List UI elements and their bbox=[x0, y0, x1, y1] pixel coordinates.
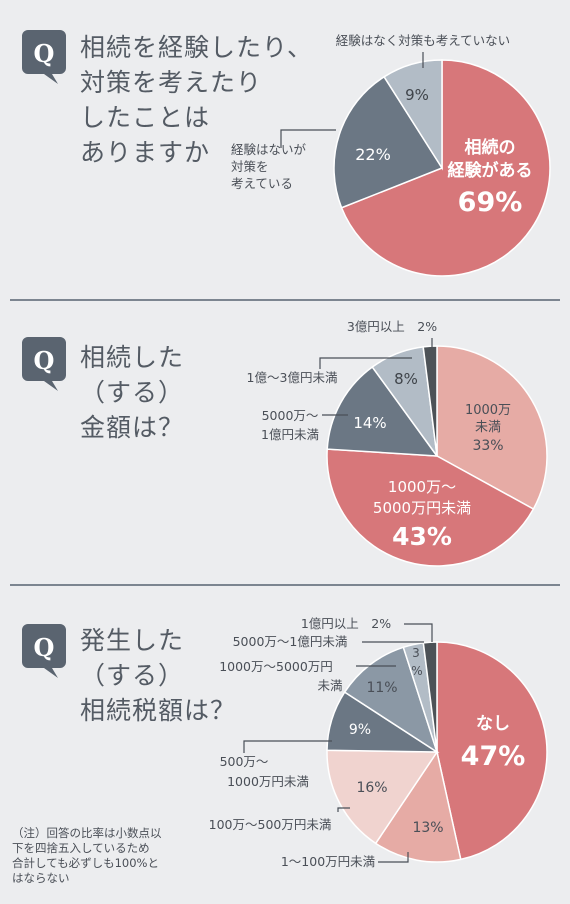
pie-slice bbox=[326, 749, 439, 845]
q-badge-letter: Q bbox=[34, 633, 55, 662]
q-badge-letter: Q bbox=[34, 346, 55, 375]
slice-label-outside: 対策を bbox=[231, 159, 269, 174]
pie-slice bbox=[436, 641, 548, 861]
slice-value: 8% bbox=[394, 370, 418, 388]
leader-line bbox=[319, 357, 412, 369]
pie-slice bbox=[436, 345, 548, 511]
pie-slice bbox=[374, 750, 462, 863]
divider bbox=[10, 584, 560, 586]
leader-line bbox=[280, 129, 336, 148]
pie-slice bbox=[340, 59, 551, 277]
slice-value: 14% bbox=[353, 414, 386, 432]
slice-label-outside: 5000万～1億円未満 bbox=[233, 634, 348, 649]
pie-chart-1 bbox=[333, 59, 551, 277]
slice-label: なし bbox=[476, 714, 510, 734]
slice-label-outside: 経験はなく対策も考えていない bbox=[336, 33, 510, 48]
slice-label: 1000万 bbox=[465, 403, 511, 418]
question-text: 相続した （する） 金額は？ bbox=[80, 343, 185, 442]
slice-label: 1000万～ bbox=[388, 478, 456, 496]
q-badge-bubble bbox=[22, 624, 66, 678]
slice-label-outside: 1億円未満 bbox=[261, 427, 319, 442]
slice-value: 16% bbox=[356, 780, 387, 796]
section-experience: 相続を経験したり、 対策を考えたり したことは ありますか bbox=[0, 0, 570, 300]
q-badge-bubble bbox=[22, 30, 66, 84]
section-tax: 発生した （する） 相続税額は？ bbox=[0, 585, 570, 904]
pie-slice bbox=[383, 59, 443, 171]
question-text: 相続を経験したり、 対策を考えたり したことは ありますか bbox=[80, 33, 314, 167]
slice-label-outside: 3億円以上 2% bbox=[347, 319, 437, 334]
slice-value: 47% bbox=[461, 741, 526, 772]
leader-line bbox=[378, 852, 409, 863]
slice-value: 13% bbox=[412, 820, 443, 836]
leader-line bbox=[243, 740, 332, 753]
slice-label-outside: 1000万円未満 bbox=[227, 774, 309, 789]
pie-slice bbox=[422, 345, 438, 457]
slice-label: 経験がある bbox=[448, 160, 533, 181]
slice-value: % bbox=[411, 664, 422, 678]
slice-value: 43% bbox=[392, 522, 452, 551]
slice-value: 11% bbox=[366, 680, 397, 696]
pie-slice bbox=[343, 646, 439, 754]
q-badge-2: Q bbox=[22, 337, 66, 391]
pie-slice bbox=[326, 448, 535, 567]
slice-label-outside: 500万～ bbox=[220, 754, 269, 769]
slice-value: 69% bbox=[458, 187, 523, 218]
slice-value: 22% bbox=[355, 145, 391, 164]
footnote: （注）回答の比率は小数点以 下を四捨五入しているため 合計しても必ずしも100%… bbox=[12, 826, 162, 885]
slice-label-outside: 1～100万円未満 bbox=[281, 854, 375, 869]
slice-label-outside: 1000万～5000万円 bbox=[219, 659, 333, 674]
slice-value: 9% bbox=[349, 722, 371, 738]
q-badge-letter: Q bbox=[34, 39, 55, 68]
slice-label-outside: 考えている bbox=[231, 176, 293, 191]
slice-label-outside: 未満 bbox=[317, 678, 342, 693]
question-text: 発生した （する） 相続税額は？ bbox=[80, 626, 237, 725]
pie-slice bbox=[333, 75, 444, 209]
slice-label: 5000万円未満 bbox=[373, 499, 471, 517]
pie-chart-2 bbox=[326, 345, 548, 567]
q-badge-1: Q bbox=[22, 30, 66, 84]
slice-label-outside: 経験はないが bbox=[231, 142, 307, 157]
slice-label-outside: 1億円以上 2% bbox=[301, 616, 391, 631]
slice-value: 33% bbox=[472, 438, 503, 454]
slice-label-outside: 100万～500万円未満 bbox=[209, 817, 332, 832]
pie-slice bbox=[422, 641, 438, 753]
pie-slice bbox=[326, 365, 439, 457]
leader-line bbox=[337, 807, 350, 812]
q-badge-bubble bbox=[22, 337, 66, 391]
slice-label: 未満 bbox=[475, 420, 501, 435]
leader-line bbox=[404, 623, 433, 642]
divider bbox=[10, 299, 560, 301]
section-amount: 相続した （する） 金額は？ bbox=[0, 300, 570, 584]
slice-label: 相続の bbox=[465, 137, 516, 158]
slice-value: 3 bbox=[412, 646, 420, 660]
slice-label-outside: 1億～3億円未満 bbox=[247, 370, 338, 385]
slice-value: 9% bbox=[405, 86, 429, 104]
q-badge-3: Q bbox=[22, 624, 66, 678]
slice-label-outside: 5000万～ bbox=[262, 408, 319, 423]
pie-chart-3 bbox=[326, 641, 548, 863]
